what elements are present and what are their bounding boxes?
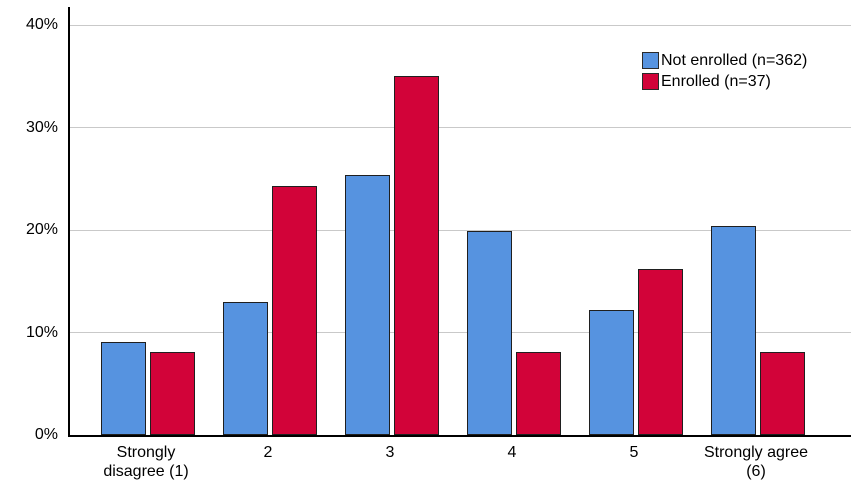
bar-enrolled-cat4: [516, 352, 561, 435]
bar-enrolled-cat3: [394, 75, 439, 435]
legend-item: Not enrolled (n=362): [642, 50, 807, 71]
legend-item: Enrolled (n=37): [642, 71, 807, 92]
gridline: [70, 24, 851, 26]
category-label: 5: [629, 444, 639, 461]
y-tick-label: 10%: [25, 323, 58, 341]
bar-enrolled-cat6: [760, 352, 805, 435]
category-label: 2: [263, 444, 273, 461]
bar-not-enrolled-cat3: [345, 174, 390, 435]
bar-not-enrolled-cat6: [711, 226, 756, 435]
category-label: Strongly agree (6): [703, 444, 809, 480]
legend: Not enrolled (n=362) Enrolled (n=37): [642, 50, 807, 92]
bar-enrolled-cat2: [272, 186, 317, 435]
bar-not-enrolled-cat1: [101, 341, 146, 435]
plot-area: [68, 7, 851, 437]
gridline: [70, 332, 851, 334]
bar-not-enrolled-cat2: [223, 301, 268, 435]
category-label: 4: [507, 444, 517, 461]
legend-label: Enrolled (n=37): [661, 73, 771, 90]
bar-not-enrolled-cat5: [589, 310, 634, 435]
bar-enrolled-cat5: [638, 269, 683, 435]
legend-label: Not enrolled (n=362): [661, 52, 808, 69]
category-label: 3: [385, 444, 395, 461]
bar-not-enrolled-cat4: [467, 231, 512, 435]
bar-enrolled-cat1: [150, 352, 195, 435]
legend-swatch-icon: [642, 52, 659, 69]
y-tick-label: 30%: [25, 118, 58, 136]
y-tick-label: 40%: [25, 16, 58, 34]
category-label: Strongly disagree (1): [103, 444, 189, 480]
y-tick-label: 20%: [25, 221, 58, 239]
y-tick-label: 0%: [34, 426, 58, 443]
legend-swatch-icon: [642, 73, 659, 90]
gridline: [70, 229, 851, 231]
gridline: [70, 127, 851, 129]
